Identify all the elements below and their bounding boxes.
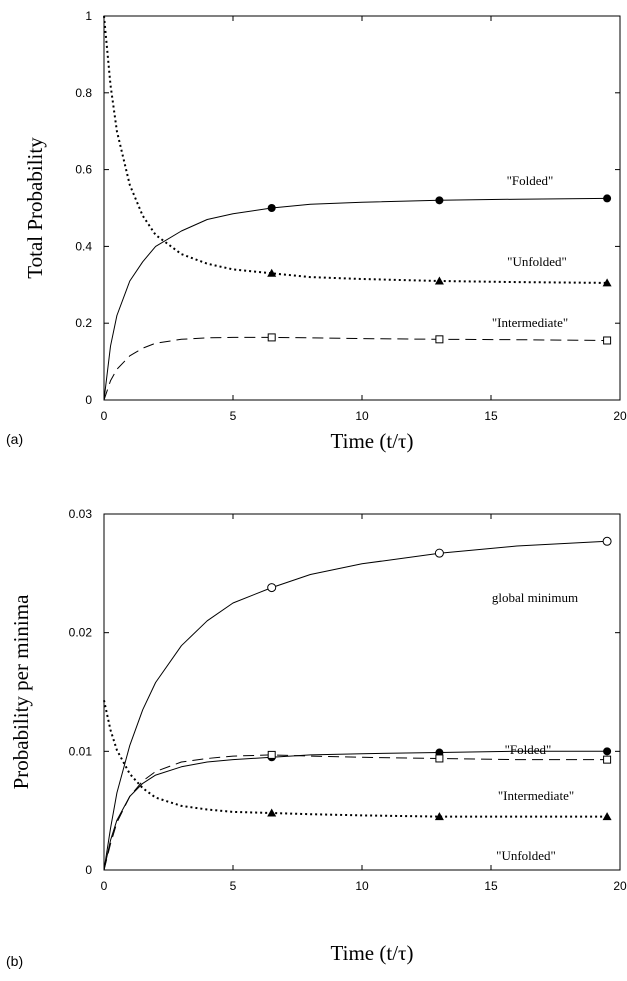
- marker-unfolded-b-0: [267, 808, 277, 817]
- y-tick-label-a-2: 0.4: [75, 239, 92, 253]
- marker-global-minimum-b-0: [267, 583, 277, 593]
- curves-b: [103, 540, 608, 871]
- marker-intermediate-b-2: [603, 755, 612, 764]
- marker-unfolded-a-1: [434, 276, 444, 285]
- plot-frame-a: [103, 15, 621, 401]
- panel-a: 0 5 10 15 20 0 0.2 0.4 0.6 0.8 1 "Folded" "Unfolde…: [6, 9, 627, 453]
- x-tick-label-b-1: 5: [230, 879, 237, 893]
- y-axis-title-a: Total Probability: [23, 137, 47, 279]
- x-tick-label-b-0: 0: [101, 879, 108, 893]
- panel-label-b: (b): [6, 953, 23, 969]
- marker-unfolded-a-0: [267, 268, 277, 277]
- marker-folded-a-2: [603, 194, 612, 203]
- series-label-global-minimum-b: global minimum: [492, 590, 578, 605]
- series-label-folded-a: "Folded": [507, 173, 554, 188]
- x-tick-label-b-3: 15: [484, 879, 498, 893]
- marker-global-minimum-b-2: [602, 536, 612, 546]
- panel-b: 0 5 10 15 20 0 0.01 0.02 0.03 global minimum "Fo…: [6, 507, 627, 969]
- series-label-unfolded-b: "Unfolded": [496, 848, 556, 863]
- curves-a: [103, 15, 608, 401]
- y-tick-label-a-1: 0.2: [75, 316, 92, 330]
- x-tick-label-b-4: 20: [613, 879, 627, 893]
- markers-a: [267, 194, 612, 345]
- x-tick-label-a-3: 15: [484, 409, 498, 423]
- marker-folded-a-1: [435, 196, 444, 205]
- x-tick-label-a-4: 20: [613, 409, 627, 423]
- series-line-folded-a: [103, 197, 608, 401]
- ticks-b: 0 5 10 15 20 0 0.01 0.02 0.03: [69, 507, 627, 893]
- marker-intermediate-a-2: [603, 336, 612, 345]
- marker-intermediate-a-0: [267, 333, 276, 342]
- marker-intermediate-b-1: [435, 754, 444, 763]
- series-line-folded-b: [103, 750, 608, 871]
- markers-b: [267, 536, 612, 821]
- y-tick-label-b-0: 0: [85, 863, 92, 877]
- marker-intermediate-a-1: [435, 335, 444, 344]
- marker-global-minimum-b-1: [434, 548, 444, 558]
- series-label-intermediate-b: "Intermediate": [498, 788, 574, 803]
- y-axis-title-b: Probability per minima: [9, 594, 33, 789]
- series-label-intermediate-a: "Intermediate": [492, 315, 568, 330]
- series-label-unfolded-a: "Unfolded": [507, 254, 567, 269]
- plot-frame-b: [103, 513, 621, 871]
- marker-unfolded-b-2: [602, 812, 612, 821]
- series-label-folded-b: "Folded": [505, 742, 552, 757]
- y-tick-label-b-2: 0.02: [69, 626, 93, 640]
- y-tick-label-a-3: 0.6: [75, 163, 92, 177]
- series-line-unfolded-b: [103, 700, 608, 818]
- x-axis-title-a: Time (t/τ): [331, 429, 414, 453]
- y-tick-label-b-1: 0.01: [69, 744, 93, 758]
- marker-intermediate-b-0: [267, 750, 276, 759]
- x-tick-label-b-2: 10: [355, 879, 369, 893]
- series-line-unfolded-a: [103, 15, 608, 284]
- y-tick-label-a-4: 0.8: [75, 86, 92, 100]
- series-line-intermediate-a: [103, 336, 608, 401]
- marker-unfolded-b-1: [434, 812, 444, 821]
- x-axis-title-b: Time (t/τ): [331, 941, 414, 965]
- ticks-a: 0 5 10 15 20 0 0.2 0.4 0.6 0.8 1: [75, 9, 627, 423]
- y-tick-label-b-3: 0.03: [69, 507, 93, 521]
- marker-folded-b-2: [603, 747, 612, 756]
- marker-folded-a-0: [267, 204, 276, 212]
- marker-unfolded-a-2: [602, 278, 612, 287]
- series-line-global-minimum-b: [103, 540, 608, 871]
- y-tick-label-a-0: 0: [85, 393, 92, 407]
- x-tick-label-a-2: 10: [355, 409, 369, 423]
- panel-label-a: (a): [6, 431, 23, 447]
- x-tick-label-a-1: 5: [230, 409, 237, 423]
- series-line-intermediate-b: [103, 754, 608, 871]
- y-tick-label-a-5: 1: [85, 9, 92, 23]
- x-tick-label-a-0: 0: [101, 409, 108, 423]
